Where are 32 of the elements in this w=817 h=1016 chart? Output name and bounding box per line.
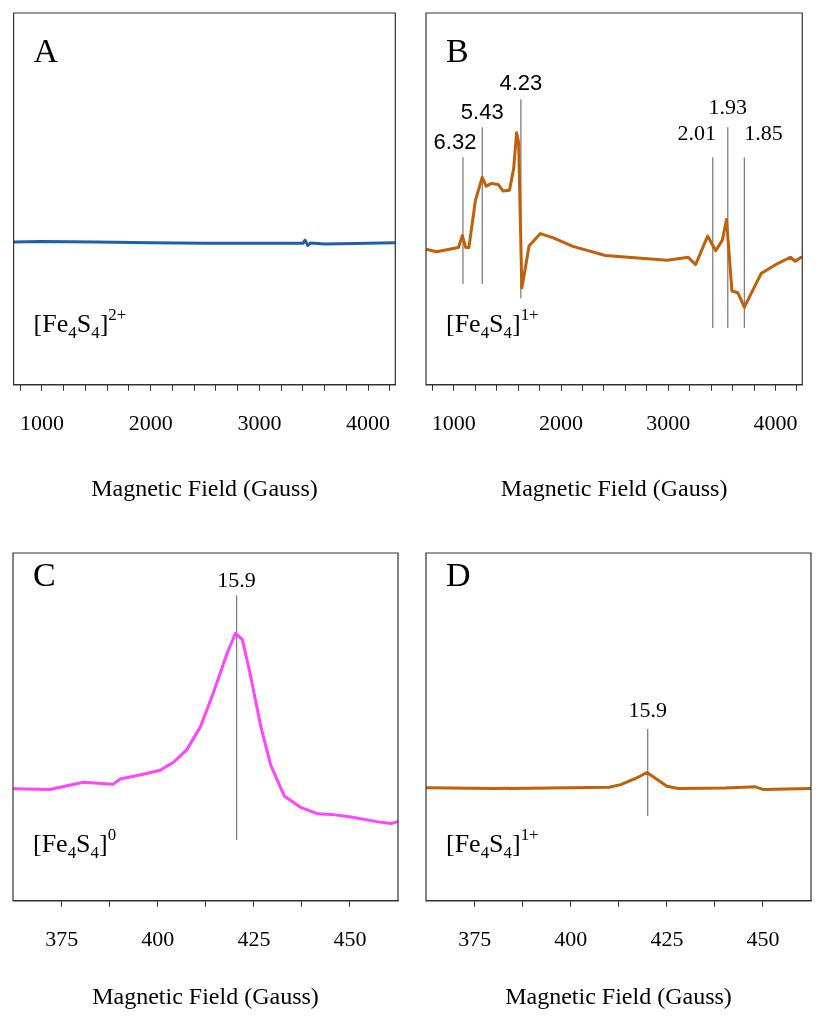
x-tick-label: 3000: [237, 409, 282, 435]
text: 5.43: [460, 99, 504, 125]
x-tick-label: 1000: [19, 409, 64, 435]
x-axis-title: Magnetic Field (Gauss): [92, 982, 319, 1009]
text: A: [33, 32, 59, 70]
annotation: 1.85: [744, 119, 783, 145]
annotation: 2.01: [677, 119, 717, 145]
annotation: 6.32: [433, 128, 477, 154]
text: 15.9: [628, 697, 667, 723]
x-tick-label: 2000: [128, 409, 173, 435]
x-axis-title: Magnetic Field (Gauss): [91, 474, 318, 501]
x-tick-label: 425: [237, 925, 271, 951]
x-tick-label: 1000: [431, 409, 476, 435]
x-tick-label: 450: [333, 925, 367, 951]
text: 1.93: [708, 93, 748, 119]
x-tick-label: 450: [746, 925, 780, 951]
x-axis-title: Magnetic Field (Gauss): [500, 474, 728, 501]
x-tick-label: 2000: [539, 409, 584, 435]
text: D: [446, 556, 471, 594]
x-tick-label: 4000: [753, 409, 798, 435]
text: 4.23: [499, 69, 543, 95]
x-tick-label: 375: [45, 925, 79, 951]
x-tick-label: 400: [141, 925, 175, 951]
text: B: [446, 32, 469, 70]
text: C: [33, 556, 56, 594]
x-tick-label: 375: [458, 925, 492, 951]
text: 15.9: [217, 566, 256, 592]
x-tick-label: 400: [554, 925, 588, 951]
x-tick-label: 425: [650, 925, 684, 951]
x-axis-title: Magnetic Field (Gauss): [505, 982, 732, 1009]
x-tick-label: 4000: [346, 409, 391, 435]
x-tick-label: 3000: [646, 409, 691, 435]
